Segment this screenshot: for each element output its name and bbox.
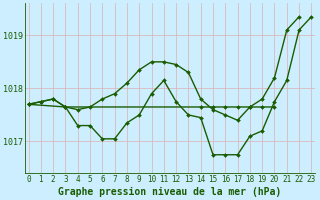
X-axis label: Graphe pression niveau de la mer (hPa): Graphe pression niveau de la mer (hPa) bbox=[58, 186, 282, 197]
